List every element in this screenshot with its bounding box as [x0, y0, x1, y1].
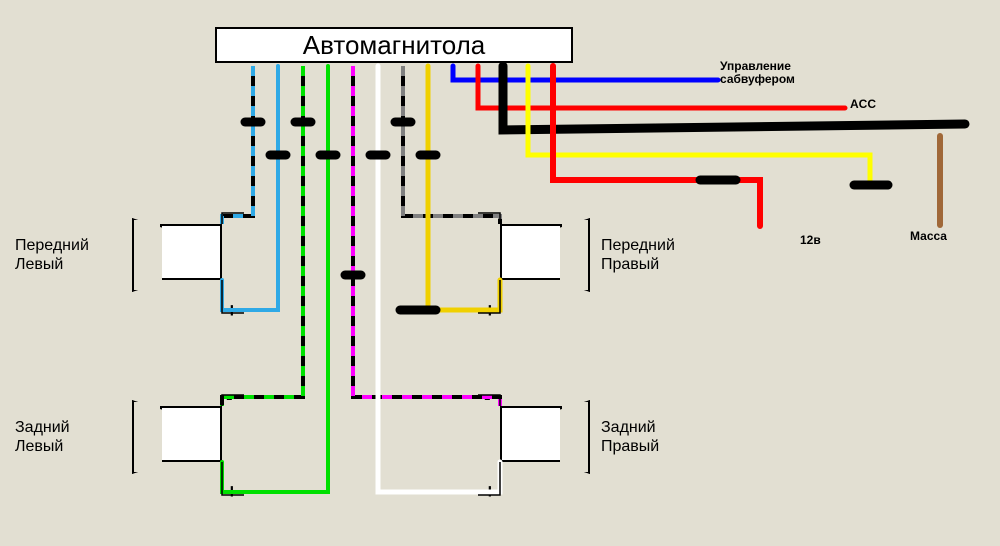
- label-rear-left: ЗаднийЛевый: [15, 418, 70, 456]
- sign-fl-minus: -: [226, 205, 233, 228]
- label-12v: 12в: [800, 234, 821, 247]
- speaker-front-right: [500, 224, 562, 280]
- label-sub-control: Управлениесабвуфером: [720, 60, 795, 86]
- sign-fr-plus: +: [484, 300, 496, 323]
- label-front-right: ПереднийПравый: [601, 236, 675, 274]
- speaker-rear-left: [160, 406, 222, 462]
- head-unit-box: Автомагнитола: [215, 27, 573, 63]
- sign-rr-minus: -: [484, 387, 491, 410]
- sign-rl-plus: +: [226, 481, 238, 504]
- label-front-left: ПереднийЛевый: [15, 236, 89, 274]
- speaker-rear-right: [500, 406, 562, 462]
- sign-rr-plus: +: [484, 481, 496, 504]
- speaker-front-left: [160, 224, 222, 280]
- label-acc: ACC: [850, 98, 876, 111]
- label-massa: Масса: [910, 230, 947, 243]
- head-unit-label: Автомагнитола: [303, 30, 486, 61]
- sign-fr-minus: -: [484, 205, 491, 228]
- label-rear-right: ЗаднийПравый: [601, 418, 659, 456]
- sign-fl-plus: +: [226, 300, 238, 323]
- sign-rl-minus: -: [226, 387, 233, 410]
